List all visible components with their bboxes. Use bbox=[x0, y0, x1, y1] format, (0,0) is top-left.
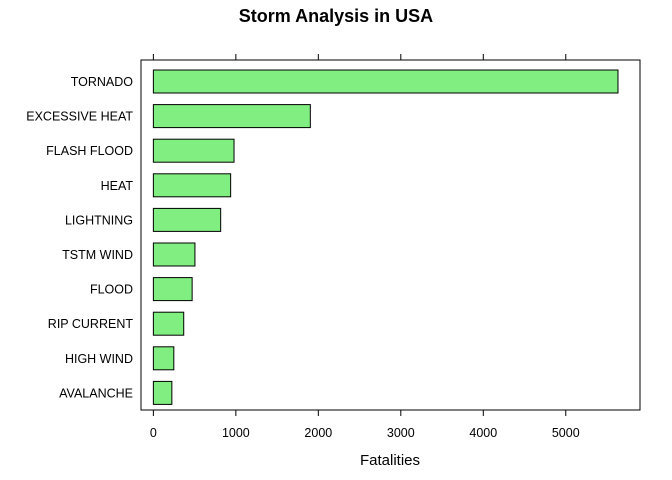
category-label: AVALANCHE bbox=[59, 386, 133, 400]
category-label: RIP CURRENT bbox=[48, 317, 134, 331]
bar-excessive-heat bbox=[152, 104, 311, 129]
bar-rip-current bbox=[152, 311, 185, 336]
bar-avalanche bbox=[152, 380, 173, 405]
category-label: EXCESSIVE HEAT bbox=[26, 110, 133, 124]
x-tick-label: 5000 bbox=[552, 426, 580, 440]
bar-heat bbox=[152, 173, 232, 198]
x-tick-label: 1000 bbox=[222, 426, 250, 440]
bar-group bbox=[152, 69, 619, 405]
bar-tstm-wind bbox=[152, 242, 196, 267]
category-labels: TORNADO EXCESSIVE HEAT FLASH FLOOD HEAT LIGH… bbox=[26, 75, 133, 400]
category-label: TSTM WIND bbox=[62, 248, 133, 262]
x-axis-ticks: 0 1000 2000 3000 4000 5000 bbox=[150, 54, 580, 440]
bar-tornado bbox=[152, 69, 619, 94]
plot-frame bbox=[140, 59, 641, 411]
x-tick-label: 3000 bbox=[387, 426, 415, 440]
category-label: HEAT bbox=[101, 179, 134, 193]
bar-lightning bbox=[152, 207, 222, 232]
chart-title: Storm Analysis in USA bbox=[239, 6, 433, 26]
category-label: FLOOD bbox=[90, 283, 133, 297]
bar-flood bbox=[152, 277, 193, 302]
category-label: TORNADO bbox=[71, 75, 134, 89]
x-tick-label: 2000 bbox=[304, 426, 332, 440]
x-tick-label: 0 bbox=[150, 426, 157, 440]
x-axis-label: Fatalities bbox=[360, 452, 420, 469]
x-tick-label: 4000 bbox=[469, 426, 497, 440]
bar-flash-flood bbox=[152, 138, 235, 163]
bar-high-wind bbox=[152, 346, 175, 371]
category-label: HIGH WIND bbox=[65, 352, 133, 366]
category-label: FLASH FLOOD bbox=[46, 144, 133, 158]
category-label: LIGHTNING bbox=[65, 213, 133, 227]
